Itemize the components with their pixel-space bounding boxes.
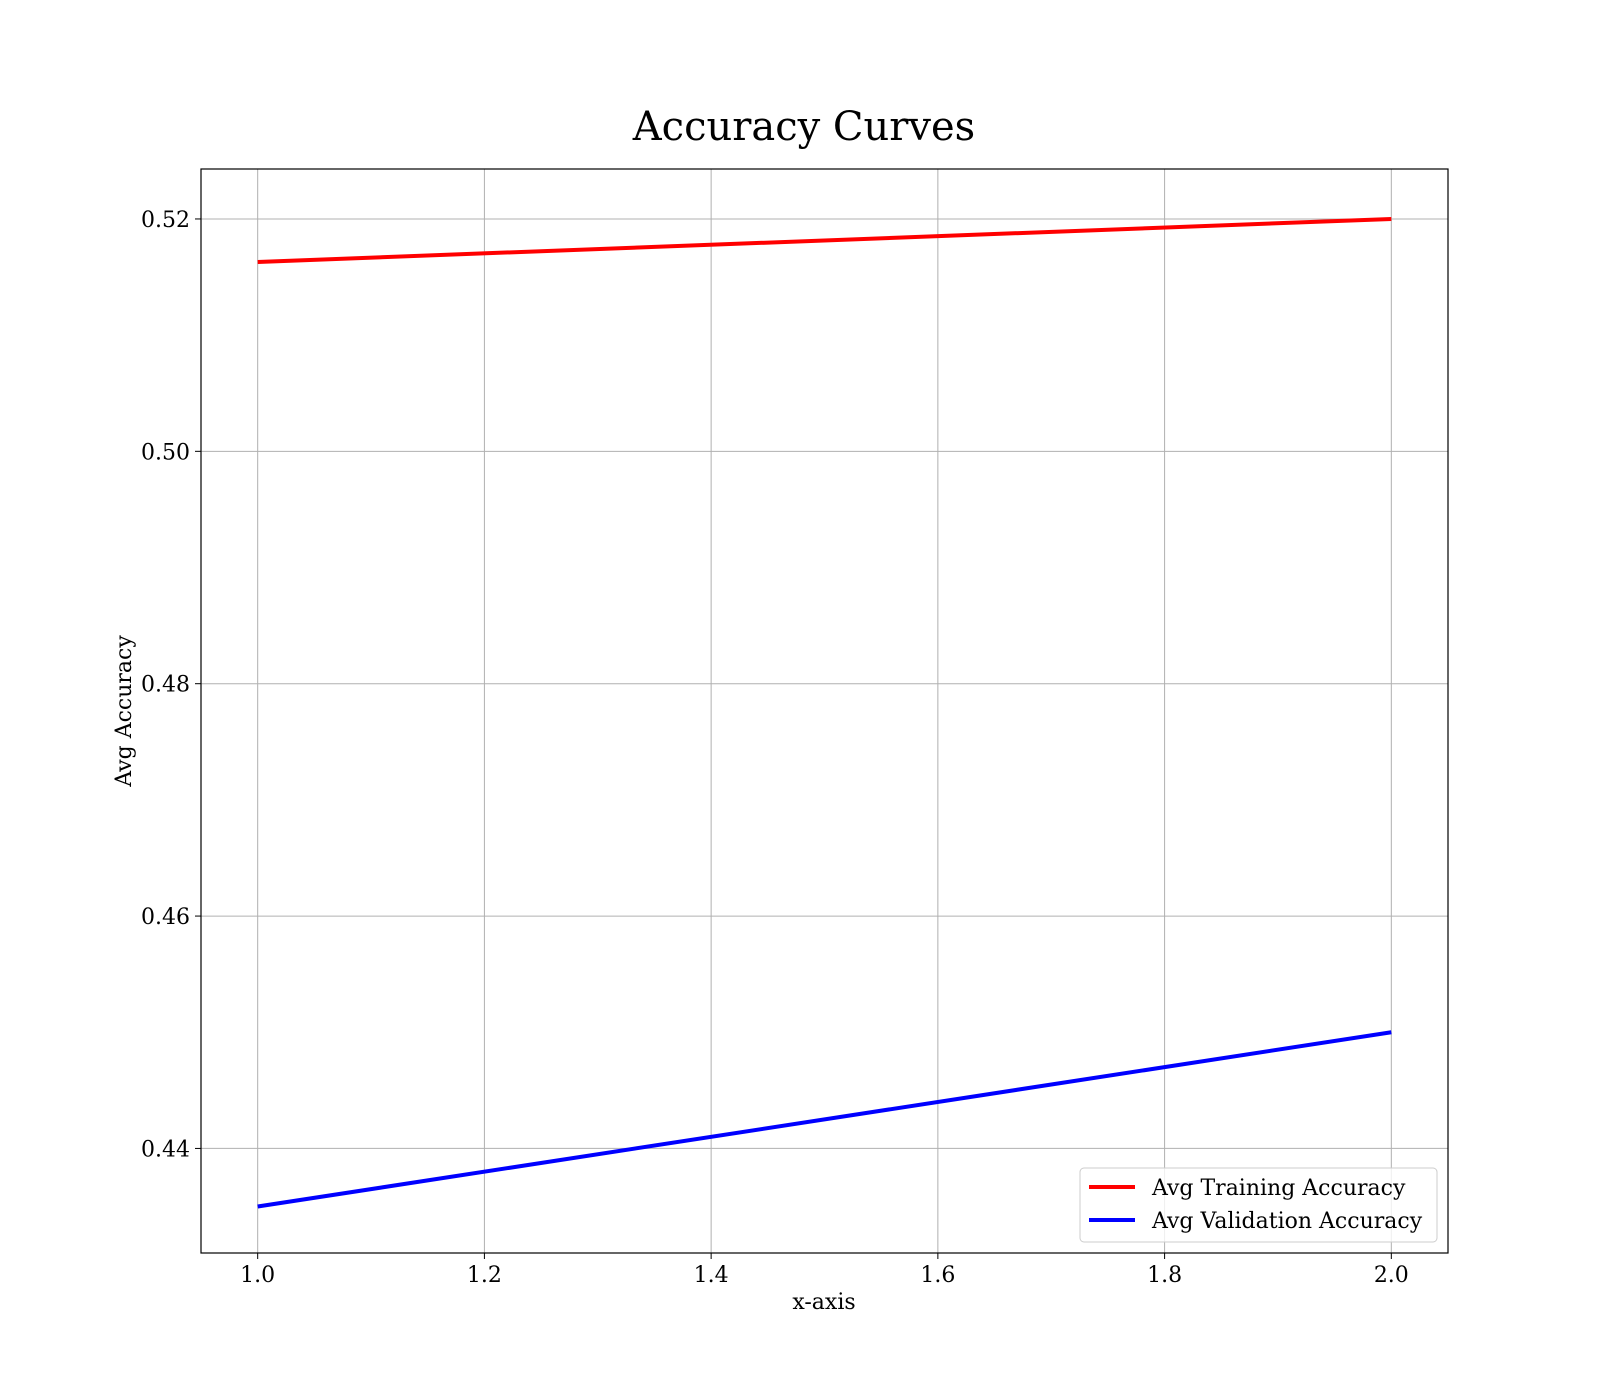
x-axis-ticks: 1.0 1.2 1.4 1.6 1.8 2.0 [240,1253,1409,1288]
x-tick-label: 1.0 [240,1263,275,1288]
y-axis-ticks: 0.44 0.46 0.48 0.50 0.52 [141,208,201,1162]
y-tick-label: 0.44 [141,1137,190,1162]
legend-box [1079,1167,1438,1243]
series-line-validation [257,1030,1392,1209]
x-axis-label: x-axis [792,1290,855,1315]
y-tick-label: 0.52 [141,208,190,233]
series-lines [257,216,1392,1209]
y-tick-label: 0.48 [141,673,190,698]
y-tick-label: 0.50 [141,440,190,465]
x-tick-label: 1.2 [467,1263,502,1288]
y-tick-label: 0.46 [141,905,190,930]
series-line-training [257,216,1392,264]
grid-lines [201,169,1448,1253]
legend: Avg Training Accuracy Avg Validation Accu… [1079,1167,1438,1243]
x-tick-label: 1.6 [920,1263,955,1288]
chart-title: Accuracy Curves [632,104,975,150]
y-axis-label: Avg Accuracy [112,635,137,788]
x-tick-label: 1.8 [1147,1263,1182,1288]
plot-area-frame [200,168,1449,1254]
x-tick-label: 2.0 [1374,1263,1409,1288]
legend-label: Avg Training Accuracy [1151,1176,1406,1201]
x-tick-label: 1.4 [694,1263,729,1288]
legend-label: Avg Validation Accuracy [1151,1209,1423,1234]
